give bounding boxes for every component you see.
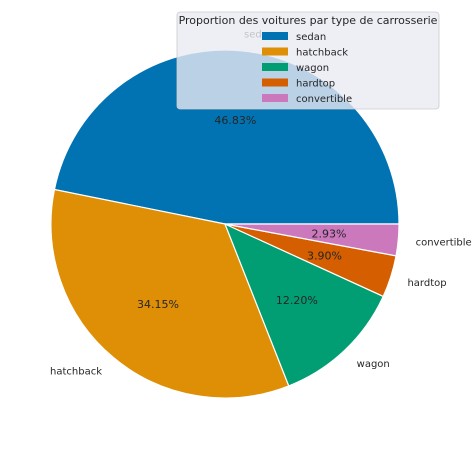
legend-label-hardtop: hardtop <box>296 79 335 90</box>
legend-swatch-hardtop <box>262 78 288 87</box>
legend-box <box>176 11 440 110</box>
pct-label-convertible: 2.93% <box>311 228 346 241</box>
legend-label-wagon: wagon <box>296 63 329 74</box>
category-label-wagon: wagon <box>357 359 390 370</box>
category-label-hardtop: hardtop <box>407 278 446 289</box>
legend: Proportion des voitures par type de carr… <box>176 11 440 110</box>
pct-label-sedan: 46.83% <box>214 114 256 127</box>
pie-slice-wagon <box>223 222 385 387</box>
legend-label-hatchback: hatchback <box>296 48 348 59</box>
pie-slice-convertible <box>224 223 400 257</box>
legend-entries: sedan hatchback wagon hardtop convertible <box>262 32 352 105</box>
legend-label-sedan: sedan <box>296 32 326 43</box>
legend-swatch-sedan <box>262 32 288 40</box>
category-label-convertible: convertible <box>416 238 472 249</box>
pct-label-hardtop: 3.90% <box>307 250 342 263</box>
pct-label-wagon: 12.20% <box>276 294 318 307</box>
pct-label-hatchback: 34.15% <box>137 298 179 311</box>
legend-title: Proportion des voitures par type de carr… <box>179 14 438 27</box>
legend-swatch-hatchback <box>262 47 288 56</box>
legend-swatch-convertible <box>262 94 288 102</box>
category-label-hatchback: hatchback <box>50 367 102 378</box>
legend-label-convertible: convertible <box>296 94 352 105</box>
percentage-labels: 46.83% 34.15% 12.20% 3.90% 2.93% <box>137 114 346 311</box>
legend-swatch-wagon <box>262 63 288 71</box>
pie-slice-hatchback <box>50 188 290 399</box>
